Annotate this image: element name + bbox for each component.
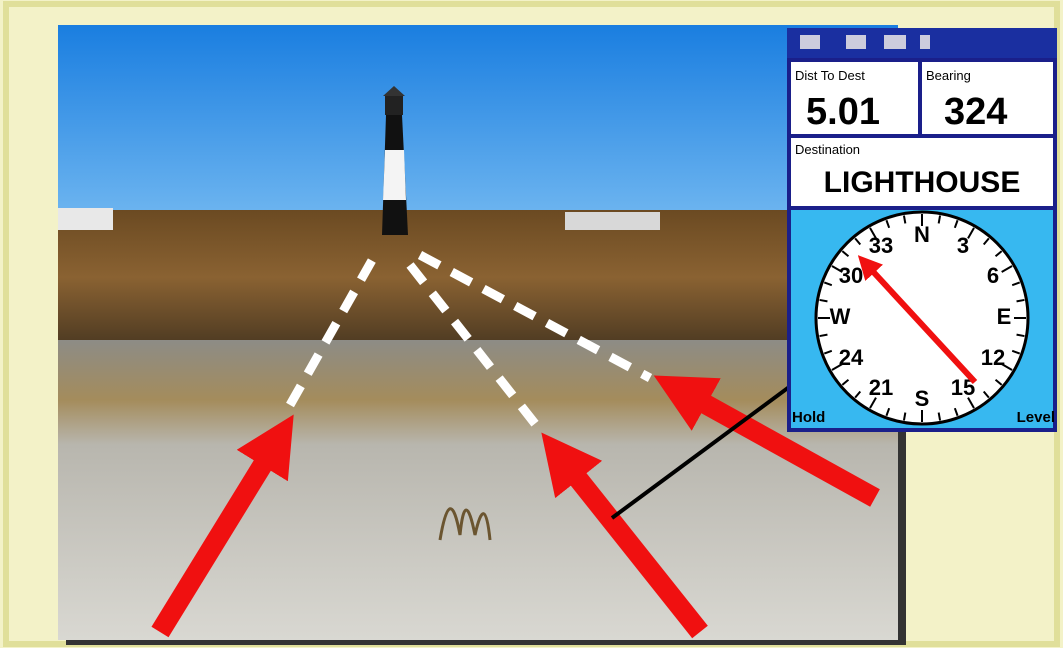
compass-tick	[1016, 298, 1025, 303]
right-softkey: Level	[1017, 409, 1055, 426]
compass-tick	[1011, 281, 1021, 287]
compass-tick	[982, 237, 990, 246]
compass-label: S	[915, 386, 930, 411]
compass-tick	[869, 227, 877, 239]
distance-label: Dist To Dest	[795, 68, 865, 83]
compass-tick	[831, 363, 843, 371]
compass-tick	[819, 333, 828, 338]
compass-label: W	[830, 304, 851, 329]
compass-label: N	[914, 222, 930, 247]
compass-tick	[902, 412, 907, 421]
compass-tick	[967, 397, 975, 409]
compass-label: 33	[869, 233, 893, 258]
compass-tick	[831, 265, 843, 273]
compass-tick	[854, 237, 862, 246]
compass-tick	[841, 250, 850, 258]
compass-tick	[885, 219, 891, 229]
compass-tick	[994, 250, 1003, 258]
compass-label: 21	[869, 375, 893, 400]
compass-tick	[1011, 349, 1021, 355]
compass-label: 12	[981, 345, 1005, 370]
compass-tick	[819, 298, 828, 303]
destination-label: Destination	[795, 142, 860, 157]
compass-label: 24	[839, 345, 864, 370]
compass-tick	[953, 219, 959, 229]
compass-tick	[854, 390, 862, 399]
compass-tick	[1001, 363, 1013, 371]
compass-tick	[937, 215, 942, 224]
bearing-value: 324	[944, 91, 1007, 133]
compass-tick	[885, 407, 891, 417]
compass-tick	[823, 281, 833, 287]
bearing-label: Bearing	[926, 68, 971, 83]
compass-label: 3	[957, 233, 969, 258]
left-softkey: Hold	[792, 409, 825, 426]
compass-label: 30	[839, 263, 863, 288]
destination-value: LIGHTHOUSE	[824, 166, 1021, 199]
photo	[58, 25, 898, 640]
red-arrows	[151, 375, 880, 639]
compass-tick	[982, 390, 990, 399]
dashed-paths	[286, 251, 653, 433]
compass-tick	[823, 349, 833, 355]
compass-tick	[1001, 265, 1013, 273]
compass-tick	[967, 227, 975, 239]
compass-tick	[994, 378, 1003, 386]
compass-tick	[902, 215, 907, 224]
bearing-arrow	[857, 255, 978, 385]
compass-tick	[869, 397, 877, 409]
compass-tick	[937, 412, 942, 421]
compass-tick	[953, 407, 959, 417]
compass-label: E	[997, 304, 1012, 329]
compass-tick	[1016, 333, 1025, 338]
distance-value: 5.01	[806, 91, 880, 133]
compass-label: 6	[987, 263, 999, 288]
compass-tick	[841, 378, 850, 386]
